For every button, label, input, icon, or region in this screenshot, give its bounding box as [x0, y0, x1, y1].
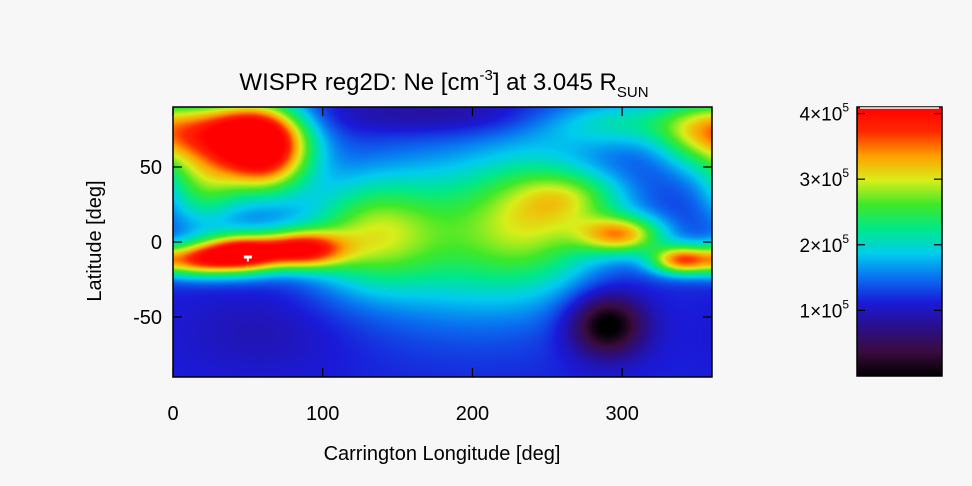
heatmap-image	[173, 107, 712, 377]
x-tick-label: 0	[167, 403, 178, 425]
chart-title: WISPR reg2D: Ne [cm-3] at 3.045 RSUN	[239, 67, 648, 101]
colorbar-tick-label: 4×105	[800, 101, 850, 126]
y-tick-label: -50	[133, 307, 162, 329]
x-tick-label: 200	[456, 403, 489, 425]
y-axis-label: Latitude [deg]	[84, 180, 106, 301]
colorbar-tick-label: 2×105	[800, 232, 850, 257]
x-tick-label: 300	[605, 403, 638, 425]
colorbar-tick-label: 3×105	[800, 166, 850, 191]
x-axis-label: Carrington Longitude [deg]	[324, 443, 561, 465]
plot-axes: 0 100 200 300 50 0 -50	[133, 106, 713, 425]
y-tick-label: 0	[151, 232, 162, 254]
x-tick-label: 100	[306, 403, 339, 425]
colorbar-tick-label: 1×105	[800, 297, 850, 322]
colorbar: 1×105 2×105 3×105 4×105	[800, 101, 943, 377]
colorbar-frame	[856, 106, 943, 377]
peak-marker-stem	[246, 255, 249, 262]
y-tick-label: 50	[140, 157, 162, 179]
colorbar-fill	[857, 107, 942, 376]
heatmap-area	[173, 107, 712, 377]
